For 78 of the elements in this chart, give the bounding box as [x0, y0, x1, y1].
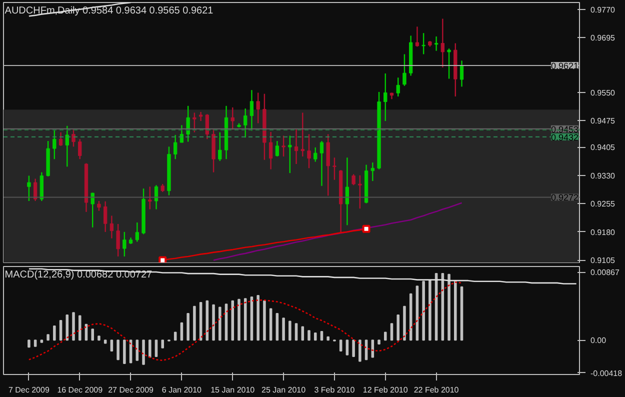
- candlestick: [218, 132, 222, 162]
- y-tick-label: 0.9180: [590, 228, 616, 237]
- y-tick-label: -0.00418: [590, 368, 623, 378]
- candlestick: [230, 106, 234, 130]
- candlestick: [314, 146, 318, 162]
- candlestick: [460, 60, 464, 88]
- candlestick: [33, 178, 38, 202]
- candlestick: [256, 92, 260, 124]
- candlestick: [110, 215, 114, 239]
- x-tick-label: 6 Jan 2010: [162, 386, 202, 394]
- candlestick: [116, 223, 120, 258]
- candlestick: [370, 162, 374, 182]
- candlestick: [135, 222, 139, 242]
- candlestick: [332, 156, 336, 180]
- candlestick: [148, 186, 152, 210]
- ref-line-label: 0.9272: [550, 192, 579, 203]
- x-tick-label: 27 Dec 2009: [108, 386, 154, 394]
- candlestick: [97, 200, 101, 212]
- x-tick-label: 7 Dec 2009: [8, 386, 50, 394]
- candlestick: [352, 174, 356, 186]
- candlestick: [294, 128, 298, 165]
- x-tick-label: 22 Feb 2010: [414, 386, 460, 394]
- candlestick: [415, 26, 420, 48]
- candlestick: [244, 108, 248, 138]
- candlestick: [154, 184, 158, 210]
- candlestick: [384, 72, 388, 122]
- candlestick: [180, 124, 184, 144]
- candlestick: [282, 135, 286, 158]
- candlestick: [72, 128, 76, 148]
- candlestick: [198, 111, 203, 122]
- candlestick: [103, 200, 108, 233]
- candlestick: [396, 76, 400, 98]
- candlestick: [358, 174, 362, 210]
- candlestick: [192, 112, 196, 133]
- candlestick: [174, 134, 178, 160]
- x-tick-label: 15 Jan 2010: [210, 386, 256, 394]
- y-tick-label: 0.9405: [590, 143, 616, 152]
- candlestick: [27, 175, 31, 202]
- candlestick: [65, 125, 69, 168]
- candlestick: [40, 172, 44, 202]
- candlestick: [447, 48, 451, 80]
- line-series: [212, 202, 462, 261]
- y-tick-label: 0.00: [590, 336, 607, 346]
- x-tick-label: 16 Dec 2009: [57, 386, 104, 394]
- y-tick-label: 0.9550: [590, 88, 616, 98]
- candlestick: [90, 192, 94, 228]
- candlestick: [288, 135, 292, 174]
- x-tick-label: 25 Jan 2010: [262, 386, 306, 394]
- chart-title: MACD(12,26,9) 0.00682 0.00727: [4, 270, 153, 280]
- candlestick: [58, 132, 63, 146]
- ref-line-label: 0.9621: [550, 61, 579, 72]
- candlestick: [402, 54, 406, 86]
- candlestick: [300, 112, 304, 158]
- candlestick: [275, 140, 280, 158]
- candlestick: [434, 36, 438, 52]
- y-tick-label: 0.00867: [590, 268, 620, 278]
- candlestick: [52, 129, 56, 160]
- candlestick: [440, 18, 444, 68]
- candlestick: [186, 105, 190, 142]
- x-tick-label: 3 Feb 2010: [314, 386, 356, 394]
- y-tick-label: 0.9695: [590, 34, 616, 43]
- x-tick-label: 12 Feb 2010: [362, 386, 408, 394]
- y-tick-label: 0.9330: [590, 171, 616, 180]
- line-series: [28, 282, 462, 362]
- y-tick-label: 0.9475: [590, 116, 616, 126]
- candlestick: [122, 231, 126, 258]
- candlestick: [422, 32, 426, 55]
- candlestick: [307, 134, 311, 169]
- ref-line-label: 0.9432: [550, 132, 579, 142]
- candlestick: [250, 89, 254, 132]
- candlestick: [326, 134, 330, 196]
- candlestick: [320, 140, 324, 186]
- y-tick-label: 0.9255: [590, 200, 616, 209]
- candlestick: [78, 138, 82, 160]
- candlestick: [345, 156, 350, 226]
- y-tick-label: 0.9770: [590, 5, 616, 14]
- candlestick: [268, 131, 273, 170]
- y-tick-label: 0.9105: [590, 256, 616, 266]
